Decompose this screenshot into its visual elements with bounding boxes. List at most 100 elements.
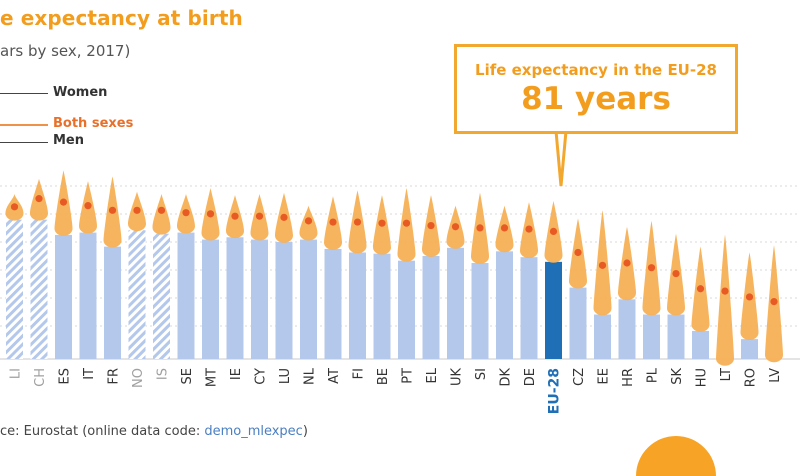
- bar-men-it: [79, 232, 97, 359]
- legend-men-label: Men: [53, 133, 85, 148]
- bar-men-sk: [667, 314, 685, 359]
- bar-men-de: [520, 257, 538, 359]
- dot-both-hr: [623, 259, 631, 267]
- bar-men-fi: [349, 252, 366, 359]
- tick-label-el: EL: [425, 367, 440, 383]
- bar-men-uk: [447, 247, 464, 359]
- bar-men-hr: [618, 299, 636, 359]
- source-note: ce: Eurostat (online data code: demo_mle…: [0, 424, 308, 439]
- bar-men-cz: [569, 287, 587, 359]
- tick-label-ch: CH: [33, 368, 48, 387]
- dot-both-pl: [647, 264, 656, 272]
- life-expectancy-chart: LI CH ES IT FR NO IS SE MT IE CY LU NL AT FI BE PT EL UK SI…: [0, 129, 800, 414]
- flame-range-is: [152, 193, 171, 235]
- dot-both-at: [329, 218, 337, 226]
- bar-men-lu: [275, 241, 293, 359]
- tick-label-fr: FR: [107, 368, 122, 385]
- tick-label-pt: PT: [401, 368, 416, 384]
- dot-both-ro: [745, 293, 754, 301]
- tick-label-dk: DK: [499, 368, 514, 387]
- dot-both-si: [476, 224, 484, 232]
- legend-men-line: [0, 142, 48, 143]
- bar-men-hu: [692, 330, 709, 359]
- bar-men-ch: [30, 219, 48, 359]
- tick-label-cy: CY: [254, 368, 269, 385]
- tick-label-cz: CZ: [572, 368, 587, 386]
- dot-both-hu: [696, 285, 705, 293]
- bar-men-se: [177, 232, 195, 359]
- dot-both-mt: [206, 210, 215, 218]
- dot-both-lt: [721, 287, 729, 295]
- tick-label-si: SI: [474, 368, 489, 380]
- bar-men-ie: [226, 237, 244, 359]
- dot-both-is: [157, 206, 166, 214]
- legend-both-line: [0, 124, 48, 126]
- tick-label-hu: HU: [695, 368, 710, 387]
- source-prefix: ce: Eurostat (online data code:: [0, 424, 205, 439]
- callout-label: Life expectancy in the EU-28: [475, 61, 717, 79]
- dot-both-no: [133, 206, 141, 214]
- tick-label-li: LI: [9, 368, 24, 379]
- dot-both-cz: [574, 248, 582, 257]
- tick-label-is: IS: [156, 368, 171, 380]
- tick-label-lu: LU: [278, 368, 293, 384]
- bar-men-ee: [594, 314, 611, 359]
- bar-men-si: [471, 263, 489, 359]
- bar-men-nl: [300, 239, 317, 359]
- bar-men-pt: [398, 260, 415, 359]
- dot-both-sk: [672, 269, 680, 278]
- dot-both-be: [378, 219, 386, 227]
- tick-label-de: DE: [523, 368, 538, 386]
- tick-label-eu-28: EU-28: [547, 368, 563, 414]
- bar-men-is: [153, 233, 170, 359]
- tick-label-it: IT: [82, 368, 97, 380]
- bar-men-at: [324, 248, 342, 359]
- flame-range-lt: [716, 234, 734, 366]
- tick-label-fi: FI: [352, 368, 367, 379]
- bar-men-no: [128, 230, 146, 359]
- tick-label-pl: PL: [646, 367, 661, 383]
- tick-label-uk: UK: [450, 368, 465, 387]
- dot-both-pt: [402, 219, 411, 227]
- callout-pointer: [554, 129, 568, 187]
- dot-both-it: [84, 202, 92, 210]
- source-suffix: ): [302, 424, 308, 439]
- bar-men-el: [422, 255, 440, 359]
- dot-both-el: [427, 221, 435, 230]
- bar-men-li: [6, 219, 23, 359]
- dot-both-ee: [598, 261, 607, 269]
- tick-label-lv: LV: [768, 368, 783, 383]
- legend-both-label: Both sexes: [53, 116, 134, 131]
- tick-label-at: AT: [327, 368, 342, 384]
- dot-both-ch: [35, 195, 43, 203]
- dot-both-nl: [304, 217, 313, 225]
- tick-label-ie: IE: [229, 368, 244, 380]
- dot-both-li: [10, 203, 19, 211]
- tick-label-mt: MT: [205, 368, 220, 387]
- tick-label-ro: RO: [744, 368, 759, 387]
- dot-both-dk: [500, 224, 509, 232]
- tick-label-no: NO: [131, 368, 146, 388]
- dot-both-eu-28: [549, 227, 558, 236]
- tick-label-lt: LT: [719, 368, 734, 381]
- dot-both-uk: [451, 223, 460, 231]
- bar-men-dk: [496, 251, 513, 359]
- tick-label-nl: NL: [303, 367, 318, 385]
- bar-men-cy: [251, 239, 268, 359]
- callout-value: 81 years: [521, 81, 671, 117]
- dot-both-lu: [280, 213, 288, 221]
- tick-label-se: SE: [180, 368, 195, 384]
- tick-label-es: ES: [58, 368, 73, 384]
- bar-men-be: [373, 253, 391, 359]
- tick-label-be: BE: [376, 368, 391, 385]
- dot-both-ie: [231, 212, 239, 220]
- bar-men-fr: [104, 246, 121, 359]
- bar-men-ro: [741, 339, 758, 359]
- source-code-link[interactable]: demo_mlexpec: [204, 424, 303, 439]
- chart-title: e expectancy at birth: [0, 6, 243, 30]
- bar-men-mt: [202, 239, 219, 359]
- eu-callout: Life expectancy in the EU-28 81 years: [454, 44, 738, 134]
- dot-both-de: [525, 225, 533, 233]
- tick-label-hr: HR: [621, 368, 636, 387]
- dot-both-es: [59, 198, 68, 206]
